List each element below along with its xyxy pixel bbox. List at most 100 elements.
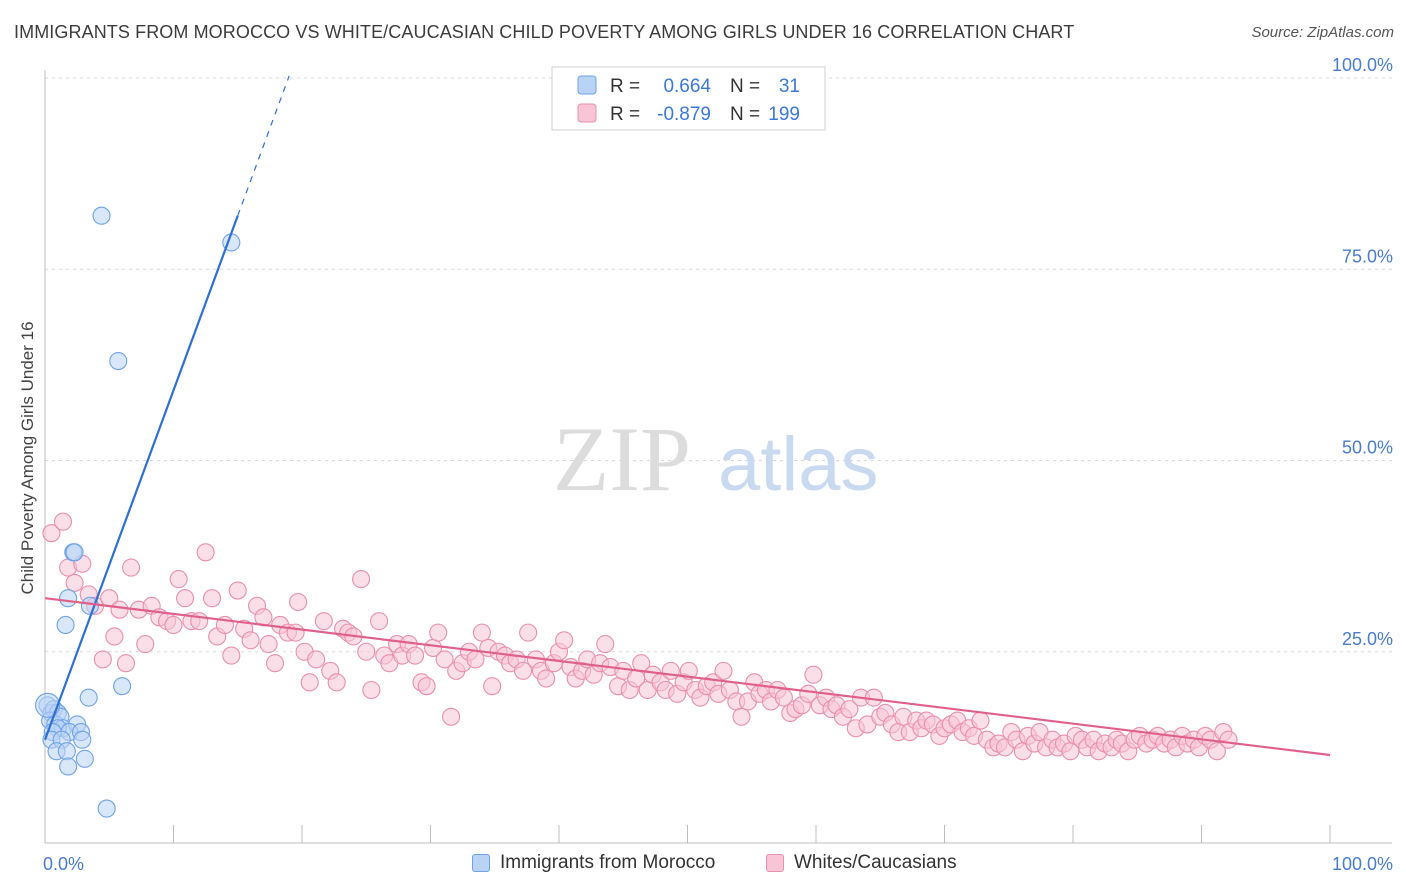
whites-point-23 (196, 543, 215, 562)
legend-item-whites[interactable]: Whites/Caucasians (766, 852, 957, 874)
legend-swatch-whites (766, 854, 784, 872)
whites-point-152 (971, 711, 990, 730)
whites-point-41 (307, 650, 326, 669)
y-tick-label-2: 75.0% (1342, 246, 1393, 266)
morocco-point-7 (56, 615, 75, 635)
legend-r-value-1: 0.664 (663, 76, 711, 97)
morocco-point-28 (75, 749, 94, 768)
y-tick-label-0: 25.0% (1342, 629, 1393, 649)
whites-point-79 (537, 669, 556, 688)
series-immigrants-from-morocco (35, 206, 241, 818)
grid-lines (45, 77, 1392, 653)
morocco-point-large (35, 692, 61, 718)
whites-point-11 (116, 654, 136, 673)
legend-n-label-2: N = (730, 104, 760, 125)
legend-swatch-morocco (472, 854, 490, 872)
legend-r-value-2: -0.879 (657, 104, 711, 125)
trend-line-whites (44, 597, 1331, 757)
legend-top: R = 0.664 N = 31 R = -0.879 N = 199 (551, 66, 826, 131)
whites-point-130 (840, 700, 859, 719)
legend-swatch-blue (577, 75, 597, 95)
whites-point-109 (714, 661, 733, 680)
morocco-point-0 (92, 206, 111, 225)
morocco-point-2 (109, 351, 128, 371)
whites-point-38 (289, 592, 308, 612)
whites-point-18 (164, 615, 183, 635)
whites-point-12 (122, 558, 141, 577)
trend-line-morocco (43, 215, 239, 741)
whites-point-82 (555, 631, 574, 650)
whites-point-37 (286, 623, 305, 642)
legend-n-value-2: 199 (768, 104, 800, 125)
whites-point-19 (169, 570, 188, 589)
legend-bottom: Immigrants from Morocco Whites/Caucasian… (0, 852, 1406, 878)
whites-point-124 (804, 665, 823, 684)
whites-point-30 (241, 631, 260, 650)
trend-lines (43, 75, 1331, 757)
watermark: ZIP atlas (553, 408, 879, 510)
whites-point-0 (42, 524, 61, 543)
whites-point-49 (357, 642, 376, 661)
morocco-point-4 (65, 543, 84, 562)
morocco-point-27 (57, 742, 76, 761)
whites-point-62 (435, 650, 454, 669)
whites-point-10 (110, 600, 129, 619)
whites-point-44 (327, 673, 346, 692)
watermark-zip: ZIP (553, 408, 691, 510)
whites-point-33 (259, 635, 278, 654)
whites-point-50 (362, 680, 381, 700)
legend-swatch-pink (577, 103, 597, 123)
whites-point-27 (222, 646, 241, 665)
whites-point-34 (265, 654, 285, 673)
y-tick-label-1: 50.0% (1342, 438, 1393, 458)
legend-n-label-1: N = (730, 76, 760, 97)
whites-point-75 (513, 661, 533, 680)
whites-point-192 (1207, 742, 1226, 761)
whites-point-123 (799, 684, 818, 703)
whites-point-57 (406, 646, 425, 665)
whites-point-3 (65, 573, 84, 592)
trend-line-morocco-extension (237, 75, 290, 216)
x-tick-label-0: 0.0% (43, 854, 84, 874)
morocco-point-5 (59, 589, 78, 608)
whites-point-14 (136, 635, 155, 654)
whites-point-70 (483, 677, 502, 696)
watermark-atlas: atlas (718, 422, 879, 507)
whites-point-68 (472, 623, 491, 642)
whites-point-48 (352, 570, 371, 589)
legend-r-label-2: R = (610, 104, 640, 125)
morocco-point-30 (97, 799, 116, 818)
source-label: Source: ZipAtlas.com (1251, 24, 1394, 41)
whites-point-40 (300, 673, 319, 692)
legend-top-box (551, 66, 826, 131)
legend-r-label-1: R = (610, 76, 640, 97)
whites-point-112 (732, 707, 751, 726)
y-tick-label-3: 100.0% (1332, 55, 1393, 75)
whites-point-63 (442, 707, 461, 726)
morocco-point-8 (113, 677, 132, 696)
whites-point-7 (93, 650, 112, 669)
whites-point-103 (679, 661, 698, 680)
legend-label-whites: Whites/Caucasians (794, 852, 957, 873)
chart-title: IMMIGRANTS FROM MOROCCO VS WHITE/CAUCASI… (14, 22, 1075, 42)
morocco-point-25 (73, 730, 92, 749)
whites-point-89 (596, 635, 615, 654)
whites-point-20 (176, 589, 195, 608)
whites-point-28 (228, 581, 247, 600)
morocco-point-9 (79, 688, 98, 707)
whites-point-76 (519, 623, 538, 642)
whites-point-194 (1219, 730, 1238, 749)
x-tick-label-1: 100.0% (1332, 854, 1393, 874)
whites-point-59 (417, 677, 436, 696)
legend-item-morocco[interactable]: Immigrants from Morocco (472, 852, 715, 874)
whites-point-42 (314, 612, 333, 631)
whites-point-9 (105, 627, 124, 646)
axes: 25.0% 50.0% 75.0% 100.0% 0.0% 100.0% (43, 55, 1393, 874)
whites-point-24 (203, 589, 222, 608)
morocco-point-29 (59, 757, 78, 776)
legend-n-value-1: 31 (779, 76, 800, 97)
whites-point-51 (370, 612, 389, 631)
legend-label-morocco: Immigrants from Morocco (500, 852, 716, 873)
whites-point-61 (429, 623, 448, 642)
